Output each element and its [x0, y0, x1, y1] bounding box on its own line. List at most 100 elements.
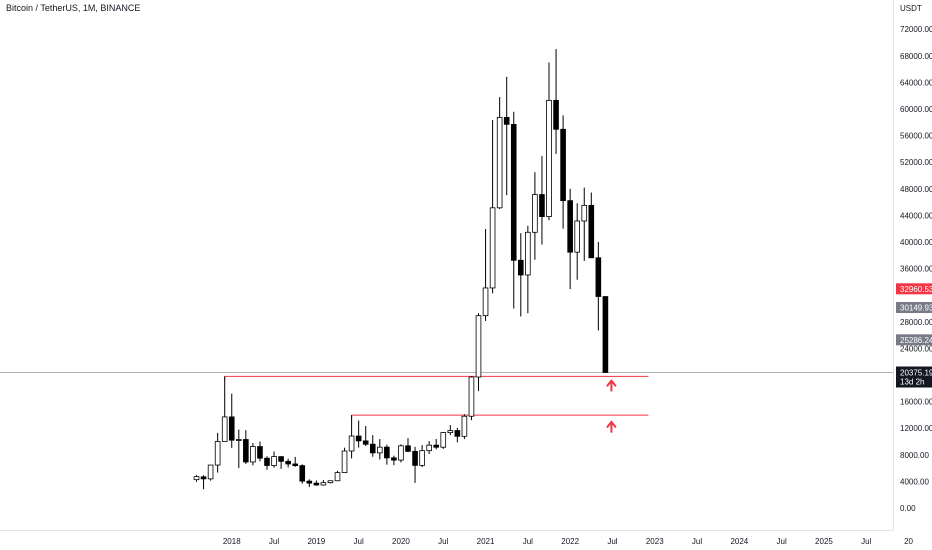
- price-tick-label: 40000.00: [900, 238, 932, 247]
- price-tick-label: 4000.00: [900, 477, 929, 486]
- price-tick-label: 16000.00: [900, 398, 932, 407]
- candle-body: [503, 116, 510, 125]
- time-tick-label: 2019: [307, 537, 325, 546]
- candle-body: [475, 315, 482, 378]
- candle-2021-10[interactable]: [546, 62, 552, 221]
- candle-2018-10[interactable]: [292, 456, 298, 467]
- time-axis[interactable]: 2018 Jul 2019 Jul 2020 Jul 2021 Jul 2022 Jul 2023 J…: [223, 537, 914, 546]
- candle-2020-09[interactable]: [454, 427, 461, 443]
- candle-2022-01[interactable]: [567, 188, 573, 290]
- price-tick-label: 56000.00: [900, 132, 932, 141]
- candle-2022-03[interactable]: [581, 187, 588, 261]
- candle-body: [412, 450, 418, 466]
- candle-body: [369, 443, 376, 454]
- candle-2017-08[interactable]: [193, 475, 200, 482]
- candle-2020-03[interactable]: [412, 446, 418, 483]
- candle-2021-05[interactable]: [510, 111, 517, 309]
- candle-2021-02[interactable]: [489, 119, 496, 294]
- candle-2018-11[interactable]: [299, 464, 306, 484]
- candle-2017-09[interactable]: [200, 475, 207, 490]
- plot-area[interactable]: [0, 49, 893, 490]
- candle-2019-10[interactable]: [376, 439, 383, 460]
- candle-2020-06[interactable]: [433, 438, 439, 450]
- candle-body: [264, 457, 270, 466]
- candle-2021-06[interactable]: [518, 233, 524, 317]
- candle-2020-10[interactable]: [461, 414, 468, 440]
- candle-2020-04[interactable]: [419, 445, 425, 468]
- candle-body: [433, 444, 439, 448]
- candle-2018-07[interactable]: [271, 451, 277, 468]
- candle-2019-11[interactable]: [384, 444, 390, 465]
- candle-2021-03[interactable]: [496, 97, 503, 210]
- price-tick-label: 24000.00: [900, 344, 932, 353]
- candle-2022-04[interactable]: [588, 192, 595, 259]
- candle-2021-07[interactable]: [525, 225, 531, 314]
- candle-2021-04[interactable]: [503, 76, 510, 196]
- candle-2018-12[interactable]: [306, 479, 313, 487]
- candle-2020-12[interactable]: [475, 313, 482, 392]
- candle-2021-09[interactable]: [539, 156, 545, 245]
- candle-2018-04[interactable]: [250, 443, 256, 466]
- candle-2022-02[interactable]: [574, 203, 580, 280]
- countdown-label: 13d 2h: [900, 378, 924, 387]
- price-axis[interactable]: USDT 72000.00 68000.00 64000.00 60000.00 560…: [900, 4, 932, 513]
- candle-body: [257, 446, 263, 459]
- candle-2020-07[interactable]: [440, 431, 447, 449]
- candle-2020-02[interactable]: [405, 438, 411, 453]
- candle-2021-08[interactable]: [532, 172, 538, 260]
- candle-2021-11[interactable]: [553, 49, 559, 154]
- candle-2019-04[interactable]: [334, 470, 341, 482]
- candle-body: [525, 231, 531, 276]
- price-tick-label: 68000.00: [900, 52, 932, 61]
- candle-body: [221, 416, 228, 442]
- candle-2018-02[interactable]: [235, 429, 242, 469]
- arrow-up-icon[interactable]: [606, 379, 617, 392]
- candle-body: [243, 439, 249, 463]
- candle-2018-01[interactable]: [228, 393, 235, 448]
- candle-2018-08[interactable]: [278, 456, 284, 469]
- price-tick-label: 52000.00: [900, 158, 932, 167]
- candle-body: [440, 432, 447, 448]
- candle-2021-12[interactable]: [560, 115, 566, 229]
- price-tag: 30149.93: [896, 302, 932, 314]
- candle-2022-05[interactable]: [595, 241, 602, 331]
- candle-body: [327, 480, 334, 484]
- candle-2018-03[interactable]: [243, 430, 249, 465]
- candle-2018-09[interactable]: [285, 458, 291, 468]
- candle-2021-01[interactable]: [482, 229, 489, 321]
- candle-body: [193, 476, 200, 481]
- candle-2019-06[interactable]: [348, 415, 355, 459]
- arrow-up-icon[interactable]: [606, 420, 617, 433]
- time-tick-label: 20: [904, 537, 913, 546]
- candle-2020-01[interactable]: [398, 444, 404, 463]
- candle-2019-03[interactable]: [327, 480, 334, 484]
- candle-2019-12[interactable]: [391, 455, 397, 466]
- candle-2019-09[interactable]: [369, 435, 376, 457]
- candle-2020-05[interactable]: [426, 441, 432, 455]
- candle-2018-05[interactable]: [257, 441, 263, 462]
- candle-body: [299, 465, 306, 482]
- price-tag: 25286.24: [896, 334, 932, 346]
- candle-2019-02[interactable]: [320, 480, 327, 486]
- candle-2019-07[interactable]: [355, 420, 362, 448]
- time-tick-label: 2020: [392, 537, 410, 546]
- candle-2020-08[interactable]: [447, 425, 454, 436]
- price-tick-label: 8000.00: [900, 451, 929, 460]
- candle-2020-11[interactable]: [468, 375, 475, 421]
- candle-2019-01[interactable]: [313, 480, 320, 486]
- candle-2017-12[interactable]: [221, 376, 228, 442]
- candle-2022-06[interactable]: [602, 296, 609, 373]
- candle-body: [200, 476, 207, 480]
- candle-2019-08[interactable]: [362, 426, 369, 447]
- price-tick-label: 60000.00: [900, 105, 932, 114]
- candle-2019-05[interactable]: [341, 447, 348, 474]
- candle-2017-11[interactable]: [214, 432, 221, 473]
- candle-body: [518, 259, 524, 276]
- candle-2018-06[interactable]: [264, 456, 270, 470]
- candle-2017-10[interactable]: [207, 464, 214, 481]
- symbol-title: Bitcoin / TetherUS, 1M, BINANCE: [6, 3, 140, 13]
- candle-body: [461, 415, 468, 437]
